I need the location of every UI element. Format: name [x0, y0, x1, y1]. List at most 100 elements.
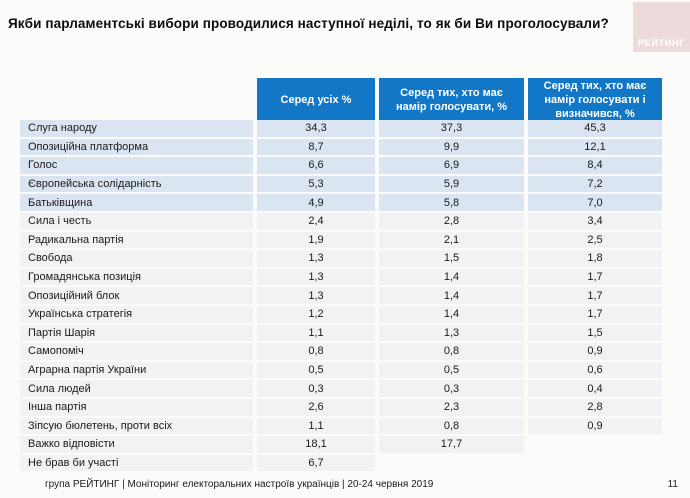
rating-logo-text: РЕЙТИНГ [637, 38, 686, 49]
party-label: Опозиційний блок [20, 287, 253, 304]
table-row: Інша партія 2,6 2,3 2,8 [20, 398, 662, 416]
poll-results-table: Серед усіх % Серед тих, хто має намір го… [20, 78, 662, 472]
value-cell: 1,4 [379, 287, 524, 304]
value-cell: 3,4 [528, 212, 662, 230]
value-cell: 0,5 [257, 361, 375, 379]
value-cell: 1,3 [257, 250, 375, 267]
party-label: Опозиційна платформа [20, 138, 253, 156]
value-cell: 1,7 [528, 268, 662, 286]
value-cell: 5,8 [379, 194, 524, 211]
rating-group-logo: РЕЙТИНГ [633, 2, 690, 52]
party-label: Важко відповісти [20, 436, 253, 453]
value-cell: 7,2 [528, 175, 662, 193]
value-cell: 2,1 [379, 231, 524, 249]
table-row: Сила і честь 2,4 2,8 3,4 [20, 212, 662, 230]
column-header-all: Серед усіх % [257, 78, 375, 124]
value-cell [528, 455, 662, 472]
table-row: Українська стратегія 1,2 1,4 1,7 [20, 305, 662, 323]
value-cell: 0,3 [379, 380, 524, 397]
value-cell: 0,3 [257, 380, 375, 397]
value-cell: 1,8 [528, 250, 662, 267]
page-title: Якби парламентські вибори проводилися на… [8, 16, 609, 31]
table-row: Зіпсую бюлетень, проти всіх 1,1 0,8 0,9 [20, 417, 662, 435]
value-cell: 1,4 [379, 268, 524, 286]
table-row: Партія Шарія 1,1 1,3 1,5 [20, 324, 662, 342]
party-label: Радикальна партія [20, 231, 253, 249]
value-cell: 17,7 [379, 436, 524, 453]
value-cell: 1,7 [528, 305, 662, 323]
value-cell: 9,9 [379, 138, 524, 156]
table-row: Важко відповісти 18,1 17,7 [20, 436, 662, 453]
party-label: Зіпсую бюлетень, проти всіх [20, 417, 253, 435]
value-cell [528, 436, 662, 453]
value-cell: 1,5 [379, 250, 524, 267]
party-label: Партія Шарія [20, 324, 253, 342]
value-cell: 6,9 [379, 157, 524, 174]
value-cell: 2,8 [528, 398, 662, 416]
value-cell: 37,3 [379, 120, 524, 137]
value-cell: 1,3 [379, 324, 524, 342]
value-cell: 1,3 [257, 268, 375, 286]
value-cell: 2,4 [257, 212, 375, 230]
value-cell: 8,4 [528, 157, 662, 174]
value-cell [379, 455, 524, 472]
table-row: Європейська солідарність 5,3 5,9 7,2 [20, 175, 662, 193]
party-label: Свобода [20, 250, 253, 267]
footer-source: група РЕЙТИНГ | Моніторинг електоральних… [45, 479, 434, 490]
header-spacer [20, 78, 253, 123]
value-cell: 6,7 [257, 454, 375, 472]
value-cell: 1,2 [257, 305, 375, 323]
value-cell: 12,1 [528, 138, 662, 156]
column-header-intend-to-vote: Серед тих, хто має намір голосувати, % [379, 78, 524, 124]
table-row: Громадянська позиція 1,3 1,4 1,7 [20, 268, 662, 286]
value-cell: 2,6 [257, 398, 375, 416]
party-label: Громадянська позиція [20, 268, 253, 286]
party-label: Європейська солідарність [20, 175, 253, 193]
value-cell: 0,6 [528, 361, 662, 379]
table-row: Не брав би участі 6,7 [20, 454, 662, 472]
table-row: Аграрна партія України 0,5 0,5 0,6 [20, 361, 662, 379]
party-label: Не брав би участі [20, 454, 253, 472]
party-label: Самопоміч [20, 343, 253, 360]
party-label: Українська стратегія [20, 305, 253, 323]
value-cell: 1,7 [528, 287, 662, 304]
party-label: Сила людей [20, 380, 253, 397]
party-label: Голос [20, 157, 253, 174]
value-cell: 7,0 [528, 194, 662, 211]
table-row: Самопоміч 0,8 0,8 0,9 [20, 343, 662, 360]
value-cell: 6,6 [257, 157, 375, 174]
value-cell: 5,9 [379, 175, 524, 193]
value-cell: 4,9 [257, 194, 375, 211]
table-row: Свобода 1,3 1,5 1,8 [20, 250, 662, 267]
party-label: Сила і честь [20, 212, 253, 230]
table-body: Слуга народу 34,3 37,3 45,3 Опозиційна платф… [20, 120, 662, 472]
value-cell: 0,5 [379, 361, 524, 379]
value-cell: 1,1 [257, 324, 375, 342]
value-cell: 34,3 [257, 120, 375, 137]
value-cell: 0,8 [257, 343, 375, 360]
page-number: 11 [667, 479, 678, 490]
value-cell: 8,7 [257, 138, 375, 156]
value-cell: 0,4 [528, 380, 662, 397]
table-row: Радикальна партія 1,9 2,1 2,5 [20, 231, 662, 249]
column-header-decided: Серед тих, хто має намір голосувати і ви… [528, 78, 662, 124]
value-cell: 5,3 [257, 175, 375, 193]
value-cell: 2,3 [379, 398, 524, 416]
party-label: Слуга народу [20, 120, 253, 137]
table-row: Опозиційна платформа 8,7 9,9 12,1 [20, 138, 662, 156]
value-cell: 0,9 [528, 343, 662, 360]
value-cell: 1,4 [379, 305, 524, 323]
value-cell: 1,1 [257, 417, 375, 435]
value-cell: 1,3 [257, 287, 375, 304]
table-row: Голос 6,6 6,9 8,4 [20, 157, 662, 174]
value-cell: 45,3 [528, 120, 662, 137]
table-row: Слуга народу 34,3 37,3 45,3 [20, 120, 662, 137]
table-row: Опозиційний блок 1,3 1,4 1,7 [20, 287, 662, 304]
value-cell: 0,8 [379, 417, 524, 435]
value-cell: 18,1 [257, 436, 375, 453]
value-cell: 2,8 [379, 212, 524, 230]
value-cell: 1,5 [528, 324, 662, 342]
table-header-row: Серед усіх % Серед тих, хто має намір го… [20, 78, 662, 124]
value-cell: 0,9 [528, 417, 662, 435]
table-row: Батьківщина 4,9 5,8 7,0 [20, 194, 662, 211]
